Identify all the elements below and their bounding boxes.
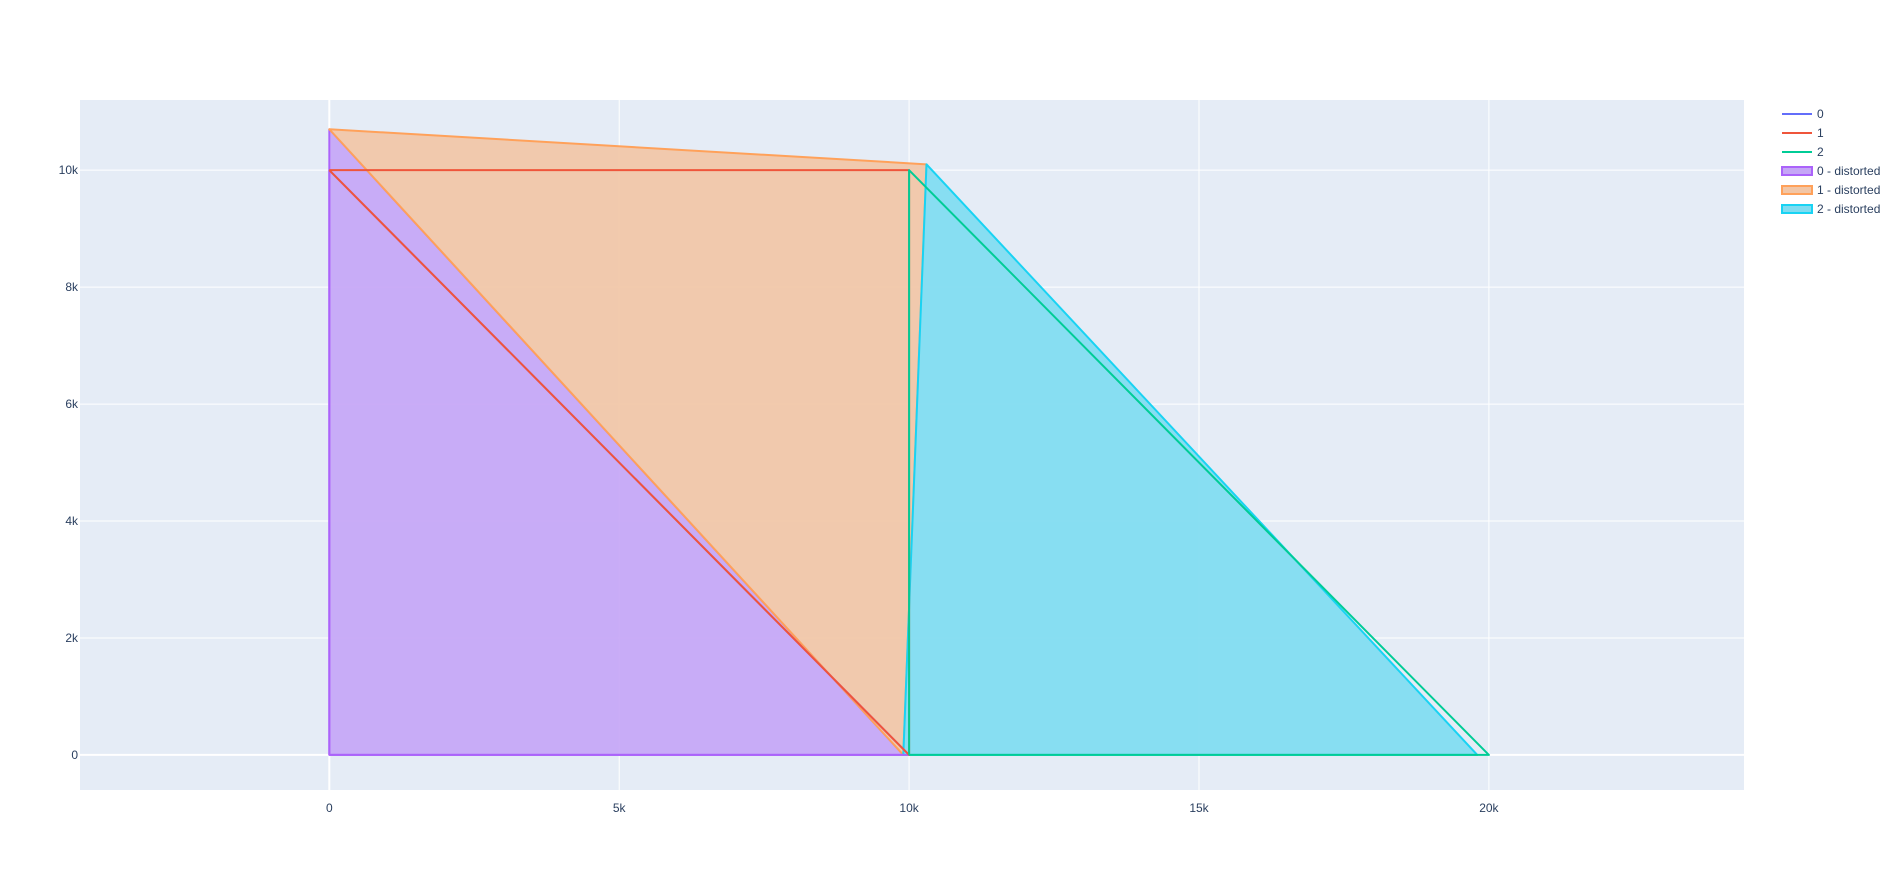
legend-item[interactable]: 1 - distorted [1781, 183, 1880, 197]
y-tick-label: 10k [59, 163, 79, 177]
y-tick-label: 0 [71, 748, 78, 762]
x-axis-ticks: 0 5k 10k 15k 20k [326, 801, 1500, 815]
legend: 0 1 2 0 - distorted 1 - distorted 2 - distort… [1781, 107, 1880, 216]
legend-swatch [1781, 204, 1813, 214]
legend-item[interactable]: 2 [1782, 145, 1824, 159]
legend-label: 2 - distorted [1817, 202, 1880, 216]
legend-item[interactable]: 0 [1782, 107, 1824, 121]
x-tick-label: 10k [899, 801, 919, 815]
legend-item[interactable]: 2 - distorted [1781, 202, 1880, 216]
x-tick-label: 0 [326, 801, 333, 815]
y-tick-label: 6k [65, 397, 79, 411]
legend-label: 0 [1817, 107, 1824, 121]
legend-swatch [1781, 166, 1813, 176]
y-tick-label: 8k [65, 280, 79, 294]
legend-label: 1 [1817, 126, 1824, 140]
series-layer [328, 128, 1490, 756]
legend-item[interactable]: 1 [1782, 126, 1824, 140]
y-tick-label: 4k [65, 514, 79, 528]
legend-label: 1 - distorted [1817, 183, 1880, 197]
x-tick-label: 20k [1479, 801, 1499, 815]
legend-item[interactable]: 0 - distorted [1781, 164, 1880, 178]
legend-swatch [1781, 185, 1813, 195]
legend-label: 2 [1817, 145, 1824, 159]
series-line [908, 169, 1490, 756]
legend-label: 0 - distorted [1817, 164, 1880, 178]
y-axis-ticks: 0 2k 4k 6k 8k 10k [59, 163, 79, 762]
y-tick-label: 2k [65, 631, 79, 645]
x-tick-label: 5k [613, 801, 627, 815]
x-tick-label: 15k [1189, 801, 1209, 815]
